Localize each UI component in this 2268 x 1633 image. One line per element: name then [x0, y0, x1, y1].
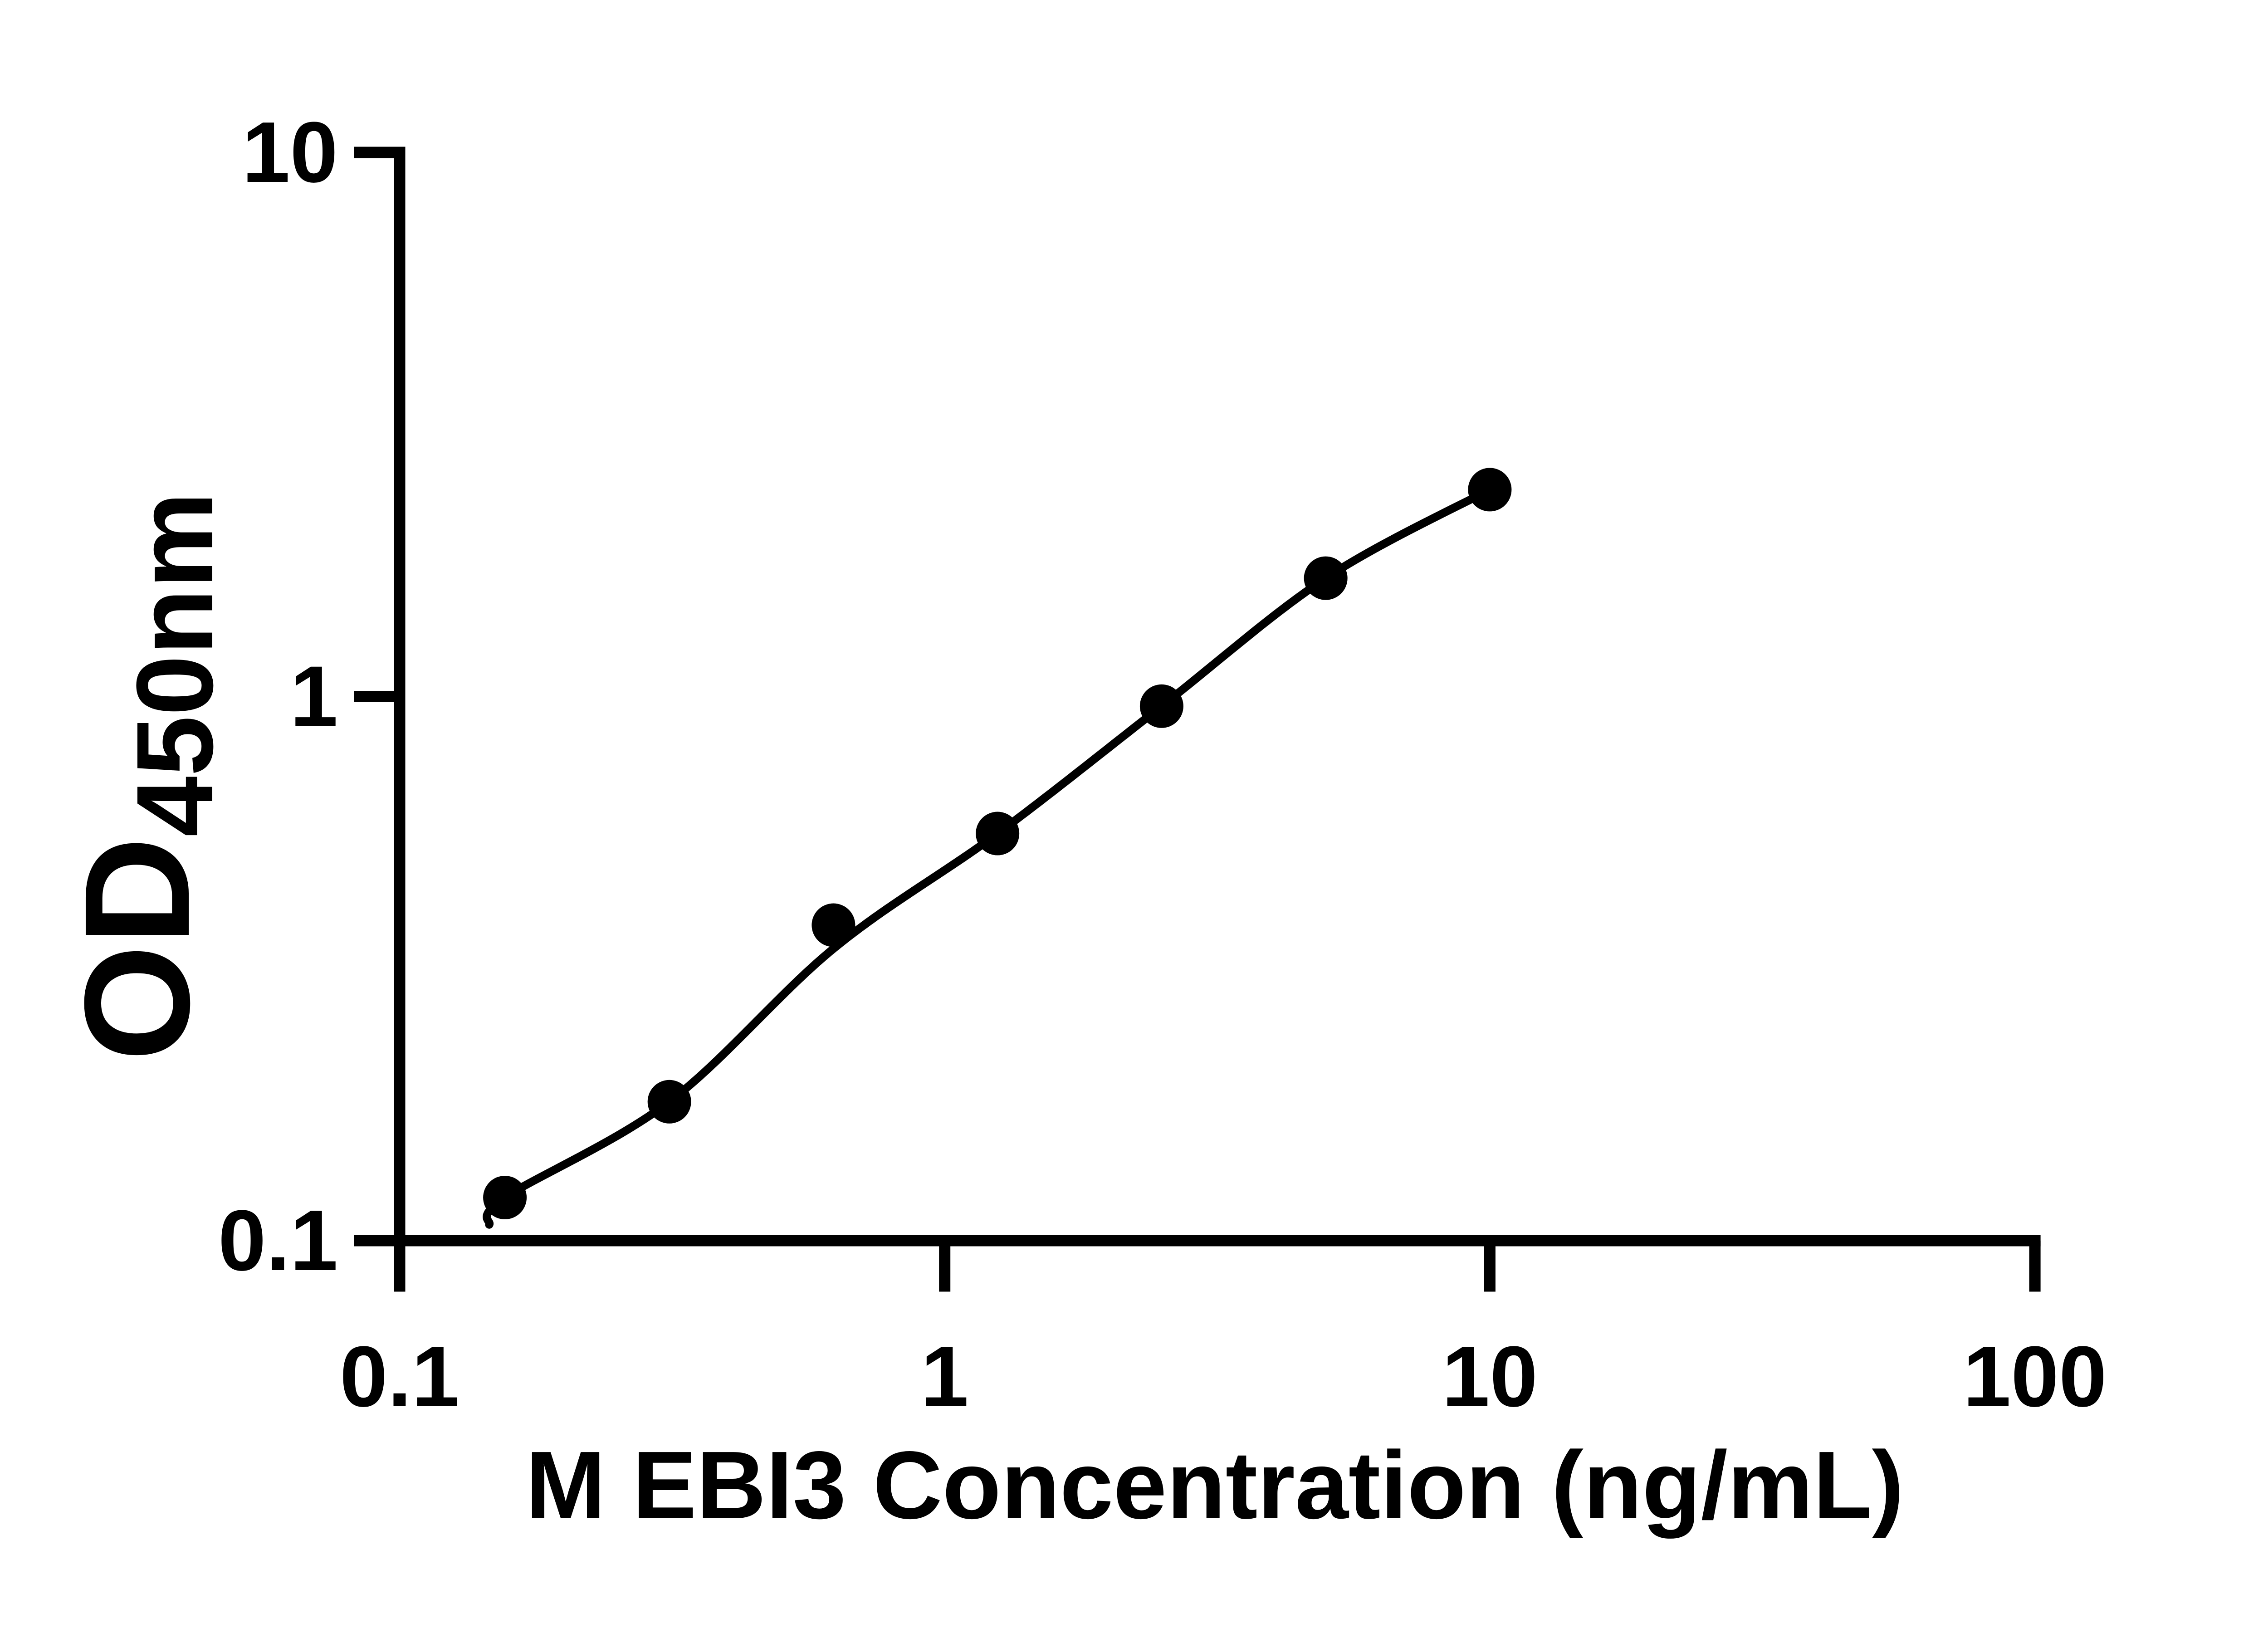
y-axis-title-subscript: 450nm — [114, 492, 235, 837]
x-tick-label: 1 — [921, 1329, 969, 1425]
x-tick-label: 10 — [1442, 1329, 1538, 1425]
x-axis-title: M EBI3 Concentration (ng/mL) — [525, 1431, 1904, 1539]
y-axis-title: OD450nm — [53, 492, 235, 1061]
x-tick-label: 100 — [1963, 1329, 2107, 1425]
fit-curve-line — [483, 485, 1494, 1229]
y-tick-label: 1 — [290, 649, 338, 745]
data-point-marker — [811, 903, 855, 947]
y-tick-label: 0.1 — [218, 1193, 338, 1289]
data-point-marker — [647, 1080, 691, 1124]
y-tick-label: 10 — [242, 104, 338, 200]
data-point-marker — [1468, 468, 1512, 512]
data-point-marker — [483, 1176, 527, 1220]
x-tick-label: 0.1 — [340, 1329, 459, 1425]
data-point-marker — [1139, 684, 1183, 728]
data-point-marker — [1304, 556, 1348, 600]
data-point-marker — [976, 812, 1020, 856]
y-axis-title-main: OD — [53, 836, 220, 1061]
